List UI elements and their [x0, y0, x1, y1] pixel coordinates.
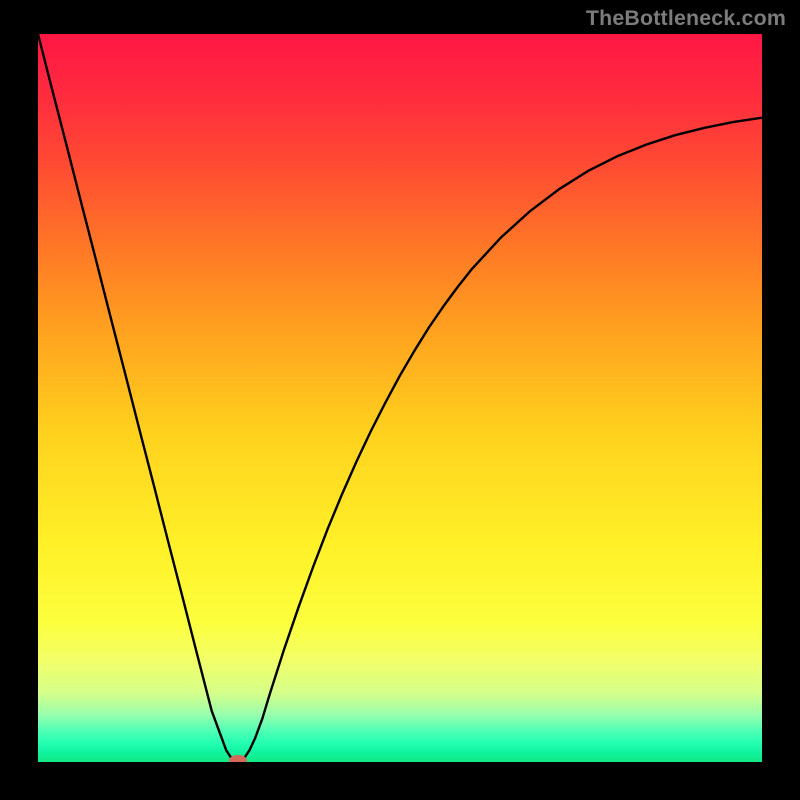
frame-right — [762, 0, 800, 800]
plot-area — [38, 34, 762, 762]
bottleneck-curve — [38, 34, 762, 762]
watermark-text: TheBottleneck.com — [586, 6, 786, 31]
frame-left — [0, 0, 38, 800]
frame-bottom — [0, 762, 800, 800]
